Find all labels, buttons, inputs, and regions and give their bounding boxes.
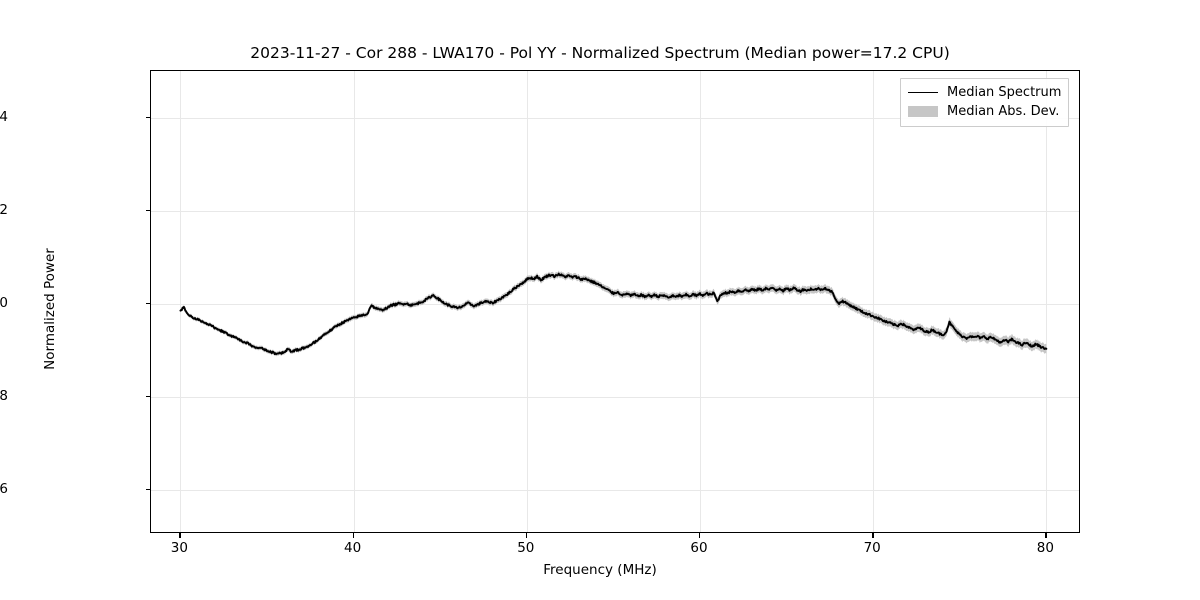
gridline-vertical [700,71,701,532]
gridline-vertical [353,71,355,532]
x-tick-mark [179,533,181,538]
y-axis-label: Normalized Power [42,248,58,370]
gridline-vertical [873,71,875,532]
y-tick-mark [146,116,151,118]
legend-line-swatch-icon [908,92,938,93]
y-tick-label: 0.6 [0,480,8,497]
x-tick-mark [525,533,528,538]
legend-item-median-abs-dev: Median Abs. Dev. [908,102,1061,121]
y-tick-label: 1.0 [0,294,8,311]
x-tick-mark [872,533,874,538]
plot-area [150,70,1080,533]
gridline-vertical [1046,71,1048,532]
gridline-vertical [526,71,528,532]
x-tick-label: 80 [1036,540,1054,556]
x-tick-label: 40 [344,540,362,556]
x-tick-label: 60 [690,540,708,556]
legend-label: Median Spectrum [947,85,1062,100]
legend-patch-swatch-icon [908,106,938,117]
x-tick-mark [1045,533,1047,538]
legend-label: Median Abs. Dev. [947,104,1060,119]
y-tick-mark [146,395,151,398]
median-spectrum-line [179,272,1048,356]
gridline-vertical [180,71,182,532]
y-tick-label: 0.8 [0,387,8,404]
y-tick-mark [146,488,151,491]
x-tick-label: 50 [517,540,535,556]
chart-title: 2023-11-27 - Cor 288 - LWA170 - Pol YY -… [250,44,950,62]
gridline-horizontal [151,396,1079,398]
x-tick-mark [699,533,701,538]
y-tick-mark [146,302,151,305]
x-axis-label: Frequency (MHz) [543,562,657,578]
x-tick-label: 70 [863,540,881,556]
x-tick-mark [352,533,354,538]
y-tick-mark [146,209,151,211]
gridline-horizontal [151,303,1079,305]
gridline-horizontal [151,489,1079,491]
y-tick-label: 1.2 [0,201,8,218]
y-tick-label: 1.4 [0,108,8,125]
legend-item-median-spectrum: Median Spectrum [908,83,1061,102]
gridline-horizontal [151,210,1079,212]
gridline-horizontal [151,117,1079,119]
median-abs-dev-band [180,270,1047,357]
data-plot [179,270,1048,357]
x-tick-label: 30 [170,540,188,556]
legend: Median Spectrum Median Abs. Dev. [900,78,1070,127]
